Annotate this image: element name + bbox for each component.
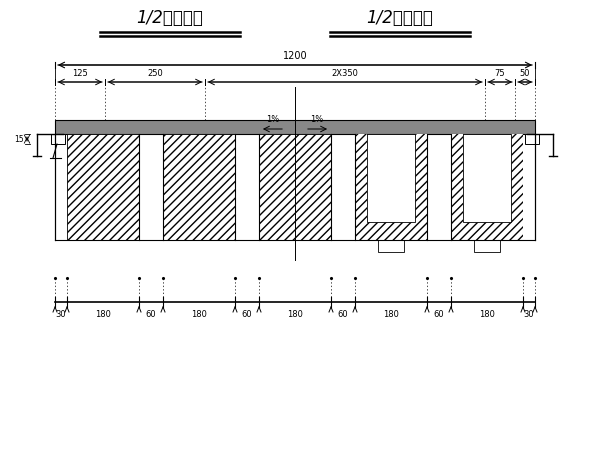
Bar [378, 240, 404, 252]
Text: 75: 75 [494, 69, 505, 78]
Text: 1/2跨中截面: 1/2跨中截面 [367, 9, 433, 27]
Text: 180: 180 [383, 310, 399, 319]
Bar [67, 134, 139, 240]
Text: 60: 60 [434, 310, 445, 319]
Text: 125: 125 [72, 69, 88, 78]
Bar [55, 120, 535, 134]
Text: 30: 30 [56, 310, 67, 319]
Bar [367, 134, 415, 222]
Bar [463, 134, 511, 222]
Text: 2X350: 2X350 [332, 69, 358, 78]
Bar [451, 134, 463, 240]
Bar [511, 134, 523, 240]
Text: 1200: 1200 [283, 51, 307, 61]
Text: 180: 180 [287, 310, 303, 319]
Text: 1/2支点截面: 1/2支点截面 [137, 9, 203, 27]
Text: 180: 180 [95, 310, 111, 319]
Text: 180: 180 [191, 310, 207, 319]
Bar [474, 240, 500, 252]
Text: 60: 60 [146, 310, 157, 319]
Bar [355, 134, 367, 240]
Text: 50: 50 [520, 69, 530, 78]
Bar [525, 134, 539, 144]
Text: 250: 250 [147, 69, 163, 78]
Bar [259, 134, 331, 240]
Bar [415, 134, 427, 240]
Text: 1%: 1% [310, 115, 323, 124]
Bar [51, 134, 65, 144]
Bar [463, 222, 511, 240]
Text: 30: 30 [524, 310, 535, 319]
Text: 15: 15 [14, 135, 24, 144]
Text: 180: 180 [479, 310, 495, 319]
Bar [163, 134, 235, 240]
Text: 60: 60 [338, 310, 349, 319]
Text: 1%: 1% [266, 115, 280, 124]
Text: 60: 60 [242, 310, 253, 319]
Bar [367, 222, 415, 240]
